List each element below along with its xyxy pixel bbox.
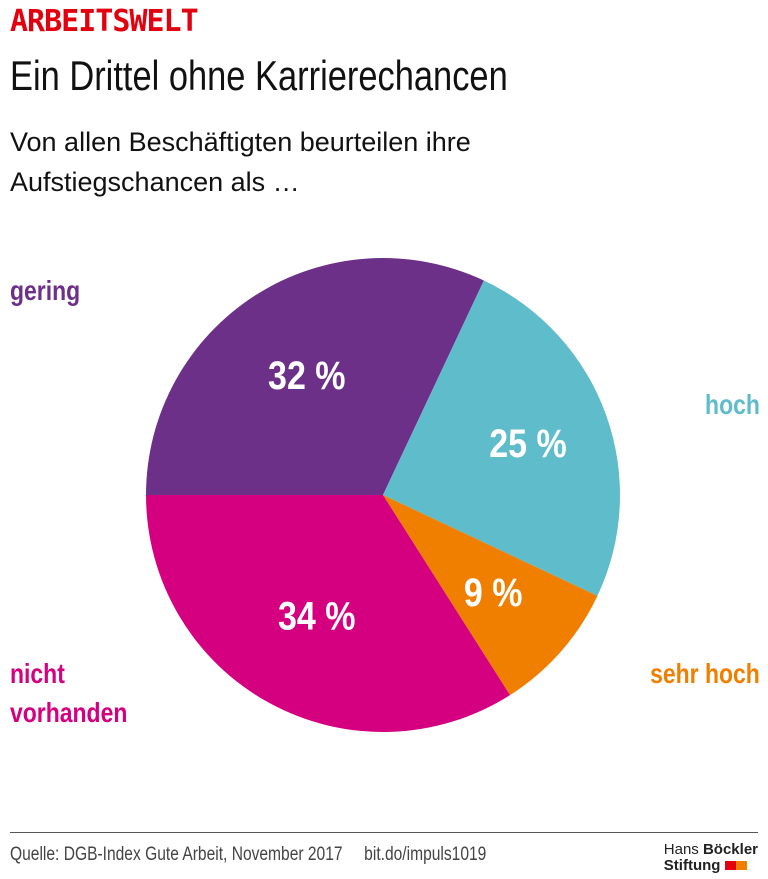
chart-title: Ein Drittel ohne Karrierechancen — [10, 52, 508, 99]
pie-slice-nicht-vorhanden — [146, 495, 510, 732]
hans-boeckler-logo: Hans Böckler Stiftung — [663, 841, 758, 874]
data-label-sehr-hoch: 9 % — [464, 570, 523, 615]
data-label-hoch: 25 % — [489, 420, 566, 465]
legend-label-hoch: hoch — [705, 389, 760, 420]
pie-slice-hoch — [383, 280, 620, 596]
source-note: Quelle: DGB-Index Gute Arbeit, November … — [10, 844, 487, 865]
chart-subtitle: Von allen Beschäftigten beurteilen ihre … — [10, 127, 471, 197]
pie-slice-sehr-hoch — [383, 495, 598, 696]
kicker: ARBEITSWELT — [10, 4, 199, 39]
pie-slice-gering — [146, 258, 484, 495]
footer-divider — [10, 832, 758, 833]
legend-label-sehr-hoch: sehr hoch — [650, 658, 760, 689]
data-label-nicht-vorhanden: 34 % — [278, 593, 355, 638]
legend-label-gering: gering — [10, 275, 81, 306]
legend-label-nicht-vorhanden: nicht vorhanden — [10, 658, 128, 728]
data-label-gering: 32 % — [268, 352, 345, 397]
